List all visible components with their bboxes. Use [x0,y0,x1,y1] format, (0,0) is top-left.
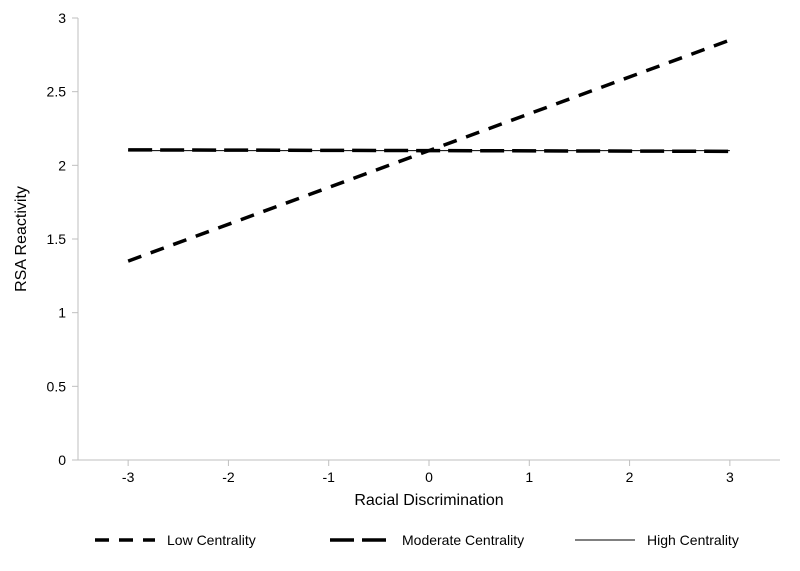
x-tick-label: -1 [322,469,335,485]
y-tick-label: 0 [58,452,66,468]
x-tick-label: 2 [626,469,634,485]
legend-label: Moderate Centrality [402,532,524,548]
y-tick-label: 1 [58,305,66,321]
x-tick-label: -3 [122,469,135,485]
y-tick-label: 1.5 [47,231,67,247]
legend-label: High Centrality [647,532,739,548]
line-chart: 0 0.5 1 1.5 2 2.5 3 -3 -2 -1 0 1 2 3 Racial Discrimina… [0,0,800,571]
x-tick-label: 1 [525,469,533,485]
x-tick-label: -2 [222,469,235,485]
x-tick-label: 0 [425,469,433,485]
chart-container: 0 0.5 1 1.5 2 2.5 3 -3 -2 -1 0 1 2 3 Racial Discrimina… [0,0,800,571]
y-tick-label: 3 [58,10,66,26]
y-tick-label: 2 [58,157,66,173]
y-tick-label: 2.5 [47,84,67,100]
x-axis-label: Racial Discrimination [354,492,503,509]
y-tick-label: 0.5 [47,378,67,394]
x-tick-label: 3 [726,469,734,485]
y-axis-label: RSA Reactivity [13,186,30,292]
legend-label: Low Centrality [167,532,256,548]
